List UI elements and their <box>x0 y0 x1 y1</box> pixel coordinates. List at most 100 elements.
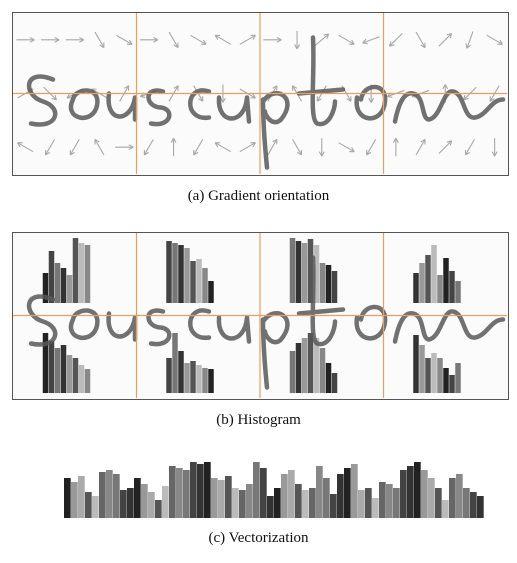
histogram-bar <box>443 258 449 303</box>
caption-gradient-orientation: (a) Gradient orientation <box>187 188 330 204</box>
histogram-bar <box>178 245 184 303</box>
vector-bar <box>358 490 365 518</box>
histogram-bar <box>172 243 178 303</box>
vector-bar <box>414 462 421 518</box>
histogram-bar <box>449 271 455 303</box>
gradient-arrow <box>415 138 426 156</box>
histogram-bar <box>325 363 332 393</box>
gradient-arrow <box>338 34 355 45</box>
vector-bar <box>337 474 344 518</box>
vector-bar <box>155 500 162 518</box>
histogram-bar <box>431 353 437 393</box>
vector-bar <box>176 468 183 518</box>
vector-bar <box>442 500 449 518</box>
gradient-orientation-figure <box>13 13 507 174</box>
histogram-figure <box>13 233 507 398</box>
histogram-bar <box>196 259 202 303</box>
vector-bar <box>400 470 407 518</box>
gradient-arrow <box>294 30 300 50</box>
histogram-bar <box>184 248 190 303</box>
gradient-arrow <box>239 34 256 45</box>
histogram-bar <box>295 241 302 303</box>
histogram-bar <box>307 239 314 303</box>
histogram-bar <box>413 273 419 303</box>
gradient-arrow <box>65 36 85 43</box>
histogram-bar <box>208 369 214 393</box>
histogram-bar <box>78 365 85 393</box>
vector-bar <box>197 464 204 518</box>
histogram-bar <box>166 241 172 303</box>
vector-bar <box>344 468 351 518</box>
histogram-bar <box>78 243 85 303</box>
histogram-bar <box>196 365 202 393</box>
vector-bar <box>190 462 197 518</box>
gradient-arrow <box>139 36 159 43</box>
histogram-bar <box>190 261 196 303</box>
vector-bar <box>64 478 71 518</box>
histogram-bar <box>425 358 431 393</box>
vector-bar <box>428 478 435 518</box>
gradient-arrow <box>170 137 177 157</box>
vector-bar <box>302 490 309 518</box>
gradient-arrow <box>143 139 154 156</box>
handwriting-stroke <box>26 255 506 390</box>
vector-bar <box>246 484 253 518</box>
gradient-arrow <box>41 36 60 43</box>
histogram-bar <box>431 245 437 303</box>
histogram-bar <box>331 271 338 303</box>
histogram-bar <box>184 363 190 393</box>
histogram-bar <box>66 355 73 393</box>
gradient-arrow <box>16 36 35 43</box>
histogram-bar <box>449 375 455 393</box>
gradient-arrow <box>115 144 134 151</box>
histogram-bar <box>319 263 326 303</box>
gradient-arrow <box>45 139 56 156</box>
vector-bar <box>232 488 239 518</box>
histogram-bar <box>313 245 320 303</box>
vector-bar <box>330 494 337 518</box>
vector-bar <box>449 478 456 518</box>
vector-bar <box>78 476 85 518</box>
gradient-arrow <box>362 36 380 45</box>
vector-bar <box>295 484 302 518</box>
histogram-bar <box>48 251 55 303</box>
gradient-arrow <box>438 140 453 154</box>
vector-bar <box>309 488 316 518</box>
gradient-arrow <box>116 34 133 45</box>
histogram-bar <box>84 369 91 393</box>
histogram-bar <box>307 333 314 393</box>
histogram-bar <box>313 338 320 393</box>
gradient-arrow <box>94 31 105 49</box>
vectorization-figure <box>64 462 484 518</box>
histogram-bar <box>208 281 214 303</box>
gradient-arrow <box>292 139 303 156</box>
vector-bar <box>127 488 134 518</box>
vector-bar <box>183 470 190 518</box>
vector-bar <box>274 488 281 518</box>
histogram-bar <box>190 361 196 393</box>
histogram-bar <box>325 265 332 303</box>
histogram-bar <box>437 358 443 393</box>
histogram-bar <box>425 255 431 303</box>
gradient-arrow <box>94 138 105 156</box>
vector-bar <box>477 496 484 518</box>
histogram-bar <box>301 338 308 393</box>
gradient-orientation-panel <box>12 12 509 176</box>
gradient-arrow <box>388 33 403 47</box>
histogram-bar <box>419 345 425 393</box>
vector-bar <box>267 496 274 518</box>
gradient-arrow <box>491 138 498 157</box>
vector-bar <box>204 462 211 518</box>
gradient-arrow <box>318 138 325 157</box>
vector-bar <box>92 496 99 518</box>
vector-bar <box>386 484 393 518</box>
vector-bar <box>162 486 169 518</box>
histogram-bar <box>72 358 79 393</box>
caption-vectorization: (c) Vectorization <box>208 530 309 546</box>
gradient-arrow <box>338 142 355 153</box>
vector-bar <box>379 482 386 518</box>
gradient-arrow <box>263 36 282 43</box>
vector-bar <box>435 488 442 518</box>
histogram-bar <box>413 335 419 393</box>
histogram-bar <box>42 273 49 303</box>
